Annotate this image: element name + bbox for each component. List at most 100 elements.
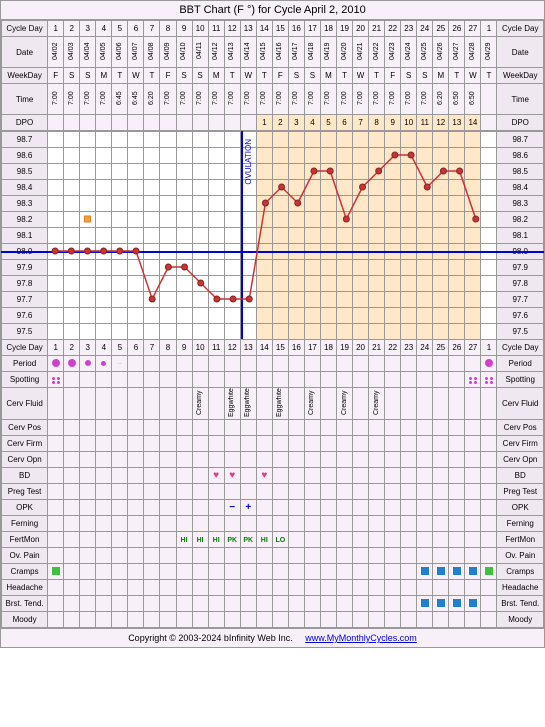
chart-cell [417, 228, 433, 244]
chart-cell [96, 164, 112, 180]
cell [128, 420, 144, 436]
cell [192, 612, 208, 628]
cell [144, 596, 160, 612]
chart-cell [433, 308, 449, 324]
cell: 7:00 [337, 84, 353, 115]
site-link[interactable]: www.MyMonthlyCycles.com [305, 633, 417, 643]
cell [80, 564, 96, 580]
cell [449, 468, 465, 484]
cell [465, 484, 481, 500]
cell: 15 [272, 340, 288, 356]
cell [272, 436, 288, 452]
cell: F [160, 68, 176, 84]
chart-cell [144, 212, 160, 228]
cell: 7:00 [417, 84, 433, 115]
cell: 6 [128, 340, 144, 356]
cell [369, 468, 385, 484]
headache-row: HeadacheHeadache [2, 580, 544, 596]
cell [80, 356, 96, 372]
cell: 04/24 [401, 37, 417, 68]
cell: M [96, 68, 112, 84]
cell: F [385, 68, 401, 84]
cell [337, 452, 353, 468]
chart-cell [160, 132, 176, 148]
cell: Eggwhite [224, 388, 240, 420]
cell [288, 612, 304, 628]
cell: 24 [417, 21, 433, 37]
cell [417, 388, 433, 420]
cell [192, 356, 208, 372]
cell [272, 372, 288, 388]
cell: 10 [401, 115, 417, 131]
cell [369, 596, 385, 612]
cell [208, 115, 224, 131]
chart-cell [160, 196, 176, 212]
chart-cell [353, 308, 369, 324]
chart-cell [449, 164, 465, 180]
moody-label-right: Moody [497, 612, 544, 628]
cell: 17 [304, 21, 320, 37]
cell [417, 548, 433, 564]
chart-cell [465, 212, 481, 228]
chart-cell [80, 180, 96, 196]
cell [112, 596, 128, 612]
cell [160, 612, 176, 628]
moody-row: MoodyMoody [2, 612, 544, 628]
cell [337, 516, 353, 532]
cell [401, 420, 417, 436]
chart-cell [64, 228, 80, 244]
chart-cell [256, 276, 272, 292]
cell [401, 516, 417, 532]
cell: T [449, 68, 465, 84]
preg_test-label-right: Preg Test [497, 484, 544, 500]
cycle_day-label-left: Cycle Day [2, 340, 48, 356]
cell [465, 596, 481, 612]
cell [160, 484, 176, 500]
chart-cell [80, 132, 96, 148]
chart-cell [304, 164, 320, 180]
chart-cell [401, 132, 417, 148]
cell [353, 500, 369, 516]
chart-cell [128, 228, 144, 244]
cell [449, 436, 465, 452]
chart-cell [465, 180, 481, 196]
cell [337, 356, 353, 372]
cell [449, 548, 465, 564]
cell: 2 [64, 21, 80, 37]
cell: 7:00 [64, 84, 80, 115]
cell [208, 388, 224, 420]
cell: 14 [256, 21, 272, 37]
chart-cell [48, 180, 64, 196]
cell [401, 484, 417, 500]
chart-cell [272, 148, 288, 164]
cell [385, 580, 401, 596]
cell: 04/27 [449, 37, 465, 68]
cell [208, 436, 224, 452]
cell [385, 516, 401, 532]
chart-cell [208, 308, 224, 324]
chart-cell [337, 164, 353, 180]
cell: + [240, 500, 256, 516]
cell: 19 [337, 340, 353, 356]
cell: S [176, 68, 192, 84]
cell: 04/18 [304, 37, 320, 68]
cell: 7 [144, 21, 160, 37]
chart-cell [96, 308, 112, 324]
chart-cell [176, 276, 192, 292]
cell [48, 564, 64, 580]
cell [160, 452, 176, 468]
cycle_day-label-right: Cycle Day [497, 21, 544, 37]
cell [112, 548, 128, 564]
chart-cell [304, 276, 320, 292]
cell [96, 372, 112, 388]
temp-label: 98.4 [2, 180, 48, 196]
temp-label: 98.5 [2, 164, 48, 180]
chart-cell [176, 228, 192, 244]
cell [256, 500, 272, 516]
cell [369, 516, 385, 532]
cell [96, 115, 112, 131]
chart-cell [144, 324, 160, 340]
chart-cell [288, 228, 304, 244]
cell [176, 580, 192, 596]
chart-cell [417, 148, 433, 164]
